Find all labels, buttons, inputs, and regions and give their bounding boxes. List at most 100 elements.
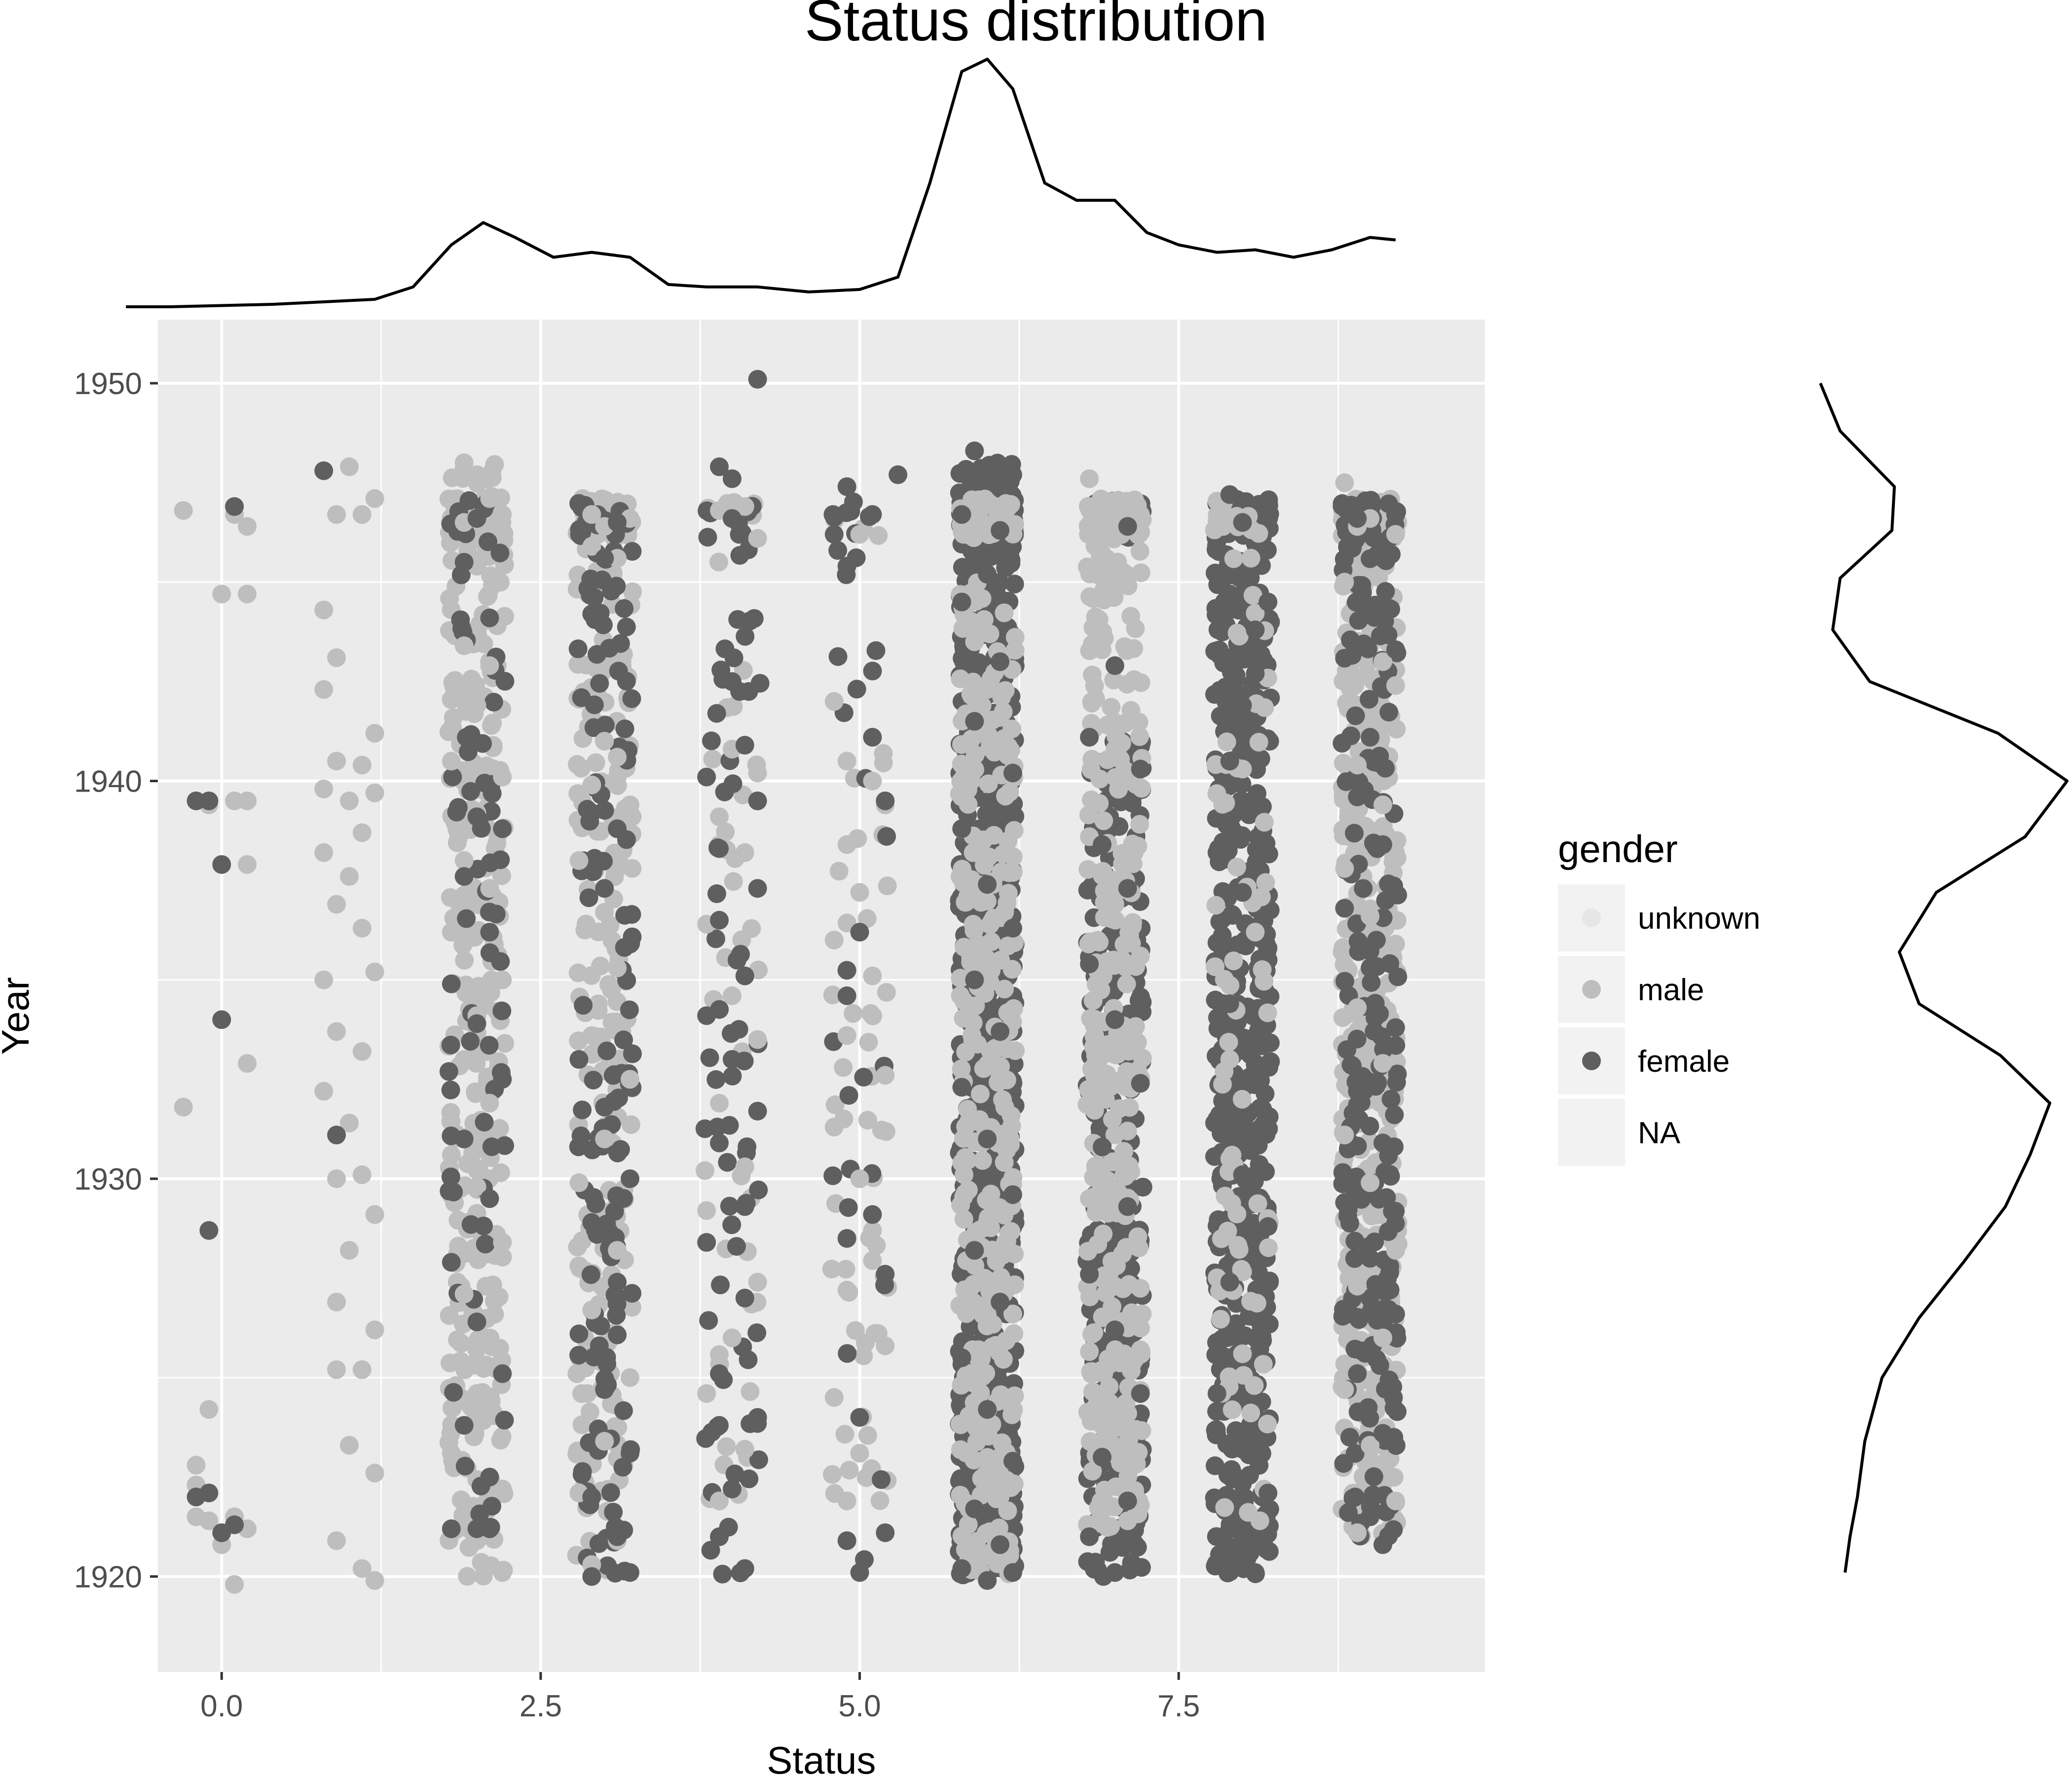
data-point-female bbox=[604, 1502, 623, 1522]
data-point-male bbox=[595, 903, 614, 922]
data-point-female bbox=[701, 1541, 720, 1560]
data-point-male bbox=[238, 584, 257, 604]
data-point-male bbox=[1002, 960, 1022, 979]
data-point-male bbox=[468, 1353, 487, 1372]
data-point-male bbox=[1241, 1292, 1260, 1311]
data-point-female bbox=[623, 1044, 642, 1063]
data-point-female bbox=[480, 1036, 499, 1055]
data-point-male bbox=[493, 505, 512, 524]
data-point-female bbox=[327, 1125, 346, 1145]
data-point-male bbox=[999, 884, 1018, 903]
data-point-female bbox=[1133, 1002, 1152, 1021]
data-point-male bbox=[856, 1333, 875, 1352]
data-point-male bbox=[339, 1114, 359, 1133]
data-point-female bbox=[748, 791, 767, 810]
data-point-male bbox=[724, 697, 743, 716]
data-point-female bbox=[854, 1068, 873, 1087]
data-point-male bbox=[829, 862, 849, 881]
data-point-male bbox=[491, 1430, 510, 1450]
data-point-male bbox=[454, 453, 474, 472]
data-point-male bbox=[1248, 1194, 1267, 1213]
data-point-male bbox=[1213, 1075, 1232, 1094]
data-point-male bbox=[1078, 860, 1098, 879]
data-point-female bbox=[823, 1166, 843, 1185]
data-point-female bbox=[570, 525, 589, 544]
data-point-male bbox=[474, 634, 493, 653]
data-point-female bbox=[1246, 1328, 1265, 1347]
data-point-male bbox=[1004, 999, 1023, 1018]
data-point-female bbox=[1258, 939, 1278, 958]
data-point-female bbox=[740, 1469, 759, 1488]
data-point-male bbox=[962, 686, 981, 705]
data-point-male bbox=[352, 1559, 371, 1578]
data-point-male bbox=[1002, 719, 1022, 738]
data-point-female bbox=[1352, 576, 1371, 595]
data-point-male bbox=[1361, 1451, 1380, 1470]
data-point-male bbox=[863, 1251, 882, 1270]
data-point-male bbox=[466, 1082, 485, 1101]
data-point-female bbox=[1003, 1563, 1022, 1582]
data-point-female bbox=[473, 734, 492, 753]
data-point-female bbox=[965, 441, 984, 461]
data-point-male bbox=[1093, 1307, 1112, 1326]
data-point-male bbox=[327, 1169, 346, 1188]
y-tick-label: 1950 bbox=[74, 367, 142, 401]
data-point-male bbox=[1107, 1477, 1126, 1496]
data-point-female bbox=[609, 1089, 628, 1108]
data-point-female bbox=[600, 639, 619, 658]
data-point-female bbox=[581, 585, 600, 605]
data-point-female bbox=[314, 461, 333, 480]
data-point-female bbox=[608, 513, 627, 532]
data-point-female bbox=[1346, 593, 1366, 612]
data-point-female bbox=[482, 1137, 501, 1157]
data-point-male bbox=[602, 980, 621, 999]
data-point-female bbox=[707, 704, 726, 723]
data-point-female bbox=[1233, 696, 1252, 715]
data-point-male bbox=[850, 1169, 869, 1188]
data-point-male bbox=[238, 791, 257, 810]
data-point-male bbox=[327, 1022, 346, 1041]
data-point-female bbox=[582, 803, 601, 823]
data-point-male bbox=[1083, 1382, 1102, 1401]
data-point-female bbox=[1379, 1370, 1399, 1389]
data-point-female bbox=[1248, 1533, 1267, 1553]
data-point-female bbox=[1346, 706, 1365, 726]
data-point-female bbox=[748, 1101, 767, 1121]
data-point-female bbox=[699, 1311, 718, 1330]
y-tick-label: 1920 bbox=[74, 1560, 142, 1594]
data-point-female bbox=[480, 1519, 499, 1538]
data-point-female bbox=[1380, 1280, 1400, 1300]
x-density-curve bbox=[126, 58, 1396, 308]
data-point-male bbox=[1004, 821, 1024, 840]
data-point-male bbox=[1106, 1340, 1125, 1359]
data-point-female bbox=[1206, 1345, 1225, 1364]
data-point-female bbox=[1207, 1384, 1226, 1403]
data-point-male bbox=[1258, 1415, 1277, 1434]
data-point-male bbox=[878, 876, 897, 896]
data-point-female bbox=[1093, 1448, 1112, 1467]
data-point-male bbox=[973, 1151, 992, 1170]
data-point-female bbox=[1258, 505, 1278, 524]
data-point-female bbox=[1246, 795, 1265, 814]
data-point-male bbox=[339, 1241, 359, 1260]
data-point-male bbox=[722, 986, 741, 1005]
data-point-female bbox=[965, 1241, 984, 1260]
data-point-female bbox=[480, 943, 499, 962]
data-point-female bbox=[1335, 1193, 1354, 1212]
data-point-female bbox=[581, 1265, 600, 1284]
data-point-female bbox=[1376, 582, 1395, 601]
data-point-female bbox=[991, 1535, 1010, 1554]
data-point-male bbox=[621, 1070, 640, 1089]
data-point-male bbox=[1215, 1498, 1234, 1517]
data-point-female bbox=[1373, 1133, 1393, 1153]
data-point-male bbox=[979, 774, 998, 794]
data-point-female bbox=[1386, 1305, 1405, 1324]
data-point-female bbox=[1248, 1427, 1267, 1446]
data-point-male bbox=[479, 585, 498, 605]
data-point-male bbox=[1373, 795, 1393, 814]
data-point-female bbox=[1220, 584, 1239, 604]
data-point-female bbox=[1118, 1197, 1137, 1216]
data-point-female bbox=[476, 1234, 495, 1254]
data-point-male bbox=[1090, 794, 1109, 813]
